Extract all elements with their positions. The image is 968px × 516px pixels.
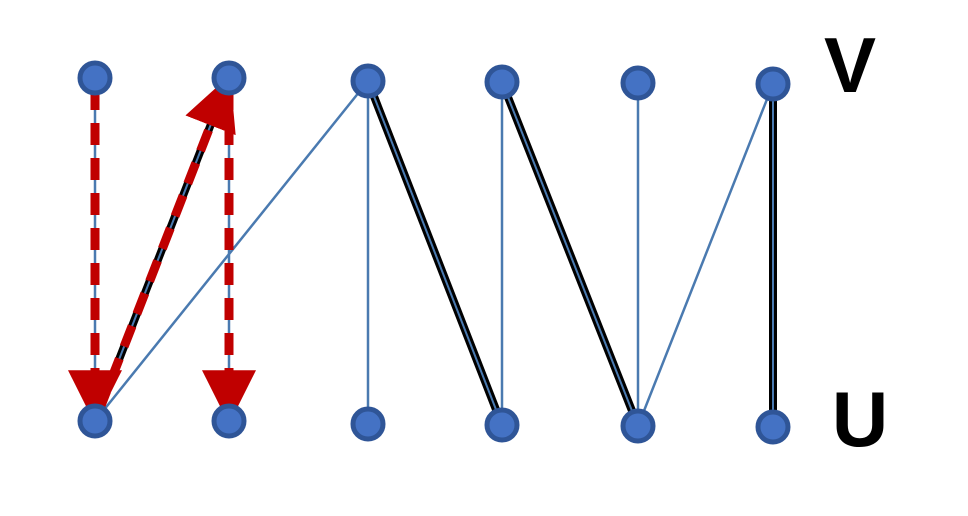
top-set-label: V: [824, 21, 876, 109]
edge-u5-v6: [636, 83, 775, 427]
edge-u5-v4-inner: [501, 81, 639, 427]
node-u5: [620, 408, 656, 444]
node-v4: [484, 64, 520, 100]
bottom-set-label: U: [832, 375, 888, 463]
node-u3: [350, 406, 386, 442]
node-u2: [211, 403, 247, 439]
edges-layer: [91, 76, 777, 428]
node-v1: [77, 60, 113, 96]
node-v2: [211, 60, 247, 96]
nodes-layer: [77, 60, 791, 445]
node-v3: [350, 63, 386, 99]
node-v6: [755, 66, 791, 102]
node-u6: [755, 409, 791, 445]
node-u4: [484, 407, 520, 443]
edge-u1-v3: [94, 80, 369, 422]
node-v5: [620, 65, 656, 101]
augmenting-path-layer: [68, 75, 256, 425]
path-arrow-u1-v2: [94, 75, 236, 414]
edge-u4-v3-inner: [367, 80, 503, 426]
node-u1: [77, 403, 113, 439]
